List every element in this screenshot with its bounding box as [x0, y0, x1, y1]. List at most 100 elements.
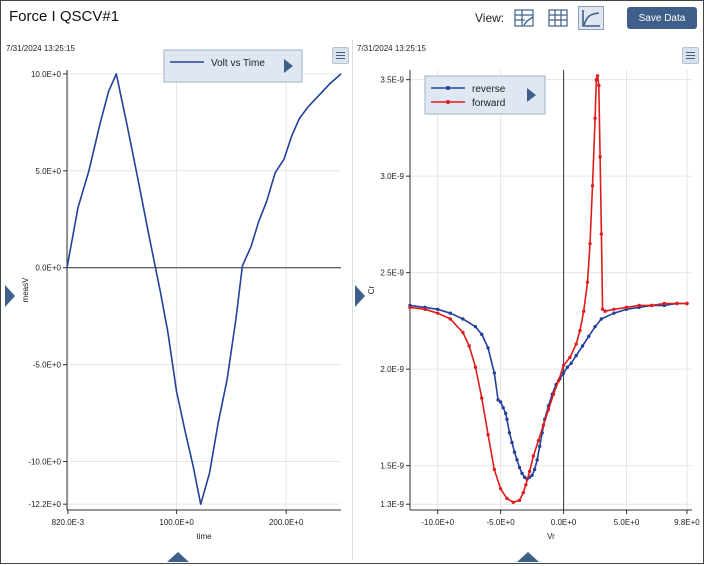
x-axis-label: time	[196, 532, 212, 541]
save-data-button[interactable]: Save Data	[627, 7, 697, 29]
x-tick-label: 820.0E-3	[52, 518, 85, 527]
legend-label: Volt vs Time	[211, 58, 265, 69]
right-chart-menu-button[interactable]	[682, 47, 699, 64]
x-tick-label: 200.0E+0	[269, 518, 304, 527]
data-point-forward	[492, 467, 497, 472]
data-point-forward	[662, 301, 667, 306]
view-label: View:	[475, 11, 505, 25]
data-point-forward	[612, 307, 616, 311]
chart-divider	[352, 40, 353, 560]
x-axis-label: Vr	[547, 532, 555, 541]
y-axis-label: measV	[21, 277, 30, 303]
data-point-forward	[505, 496, 509, 501]
legend-marker	[446, 100, 450, 104]
legend-box	[163, 49, 303, 83]
right-chart-expand-arrow[interactable]	[355, 285, 365, 307]
data-point-forward	[551, 392, 556, 396]
chart-icon	[582, 10, 600, 27]
table-view-button[interactable]	[545, 6, 571, 30]
y-tick-label: 1.3E-9	[380, 500, 404, 509]
data-point-reverse	[512, 450, 517, 454]
data-point-reverse	[448, 311, 452, 315]
data-point-reverse	[480, 332, 484, 337]
data-point-forward	[598, 155, 602, 159]
data-point-reverse	[532, 467, 537, 472]
y-tick-label: 2.5E-9	[380, 269, 404, 278]
chart-table-view-button[interactable]	[511, 6, 537, 30]
data-point-forward	[521, 490, 526, 495]
data-point-reverse	[501, 406, 505, 410]
data-point-forward	[595, 74, 600, 78]
data-point-reverse	[599, 317, 604, 321]
data-point-forward	[531, 454, 536, 458]
data-point-forward	[637, 303, 641, 308]
data-point-reverse	[587, 334, 591, 339]
chart-table-icon	[514, 9, 534, 27]
data-point-reverse	[503, 411, 508, 416]
x-tick-label: 9.8E+0	[674, 518, 700, 527]
data-point-forward	[578, 328, 582, 333]
data-point-reverse	[510, 440, 514, 445]
data-point-forward	[585, 280, 590, 284]
y-axis-label: Cr	[367, 285, 376, 294]
page-title: Force I QSCV#1	[9, 8, 120, 25]
data-point-reverse	[520, 471, 524, 476]
right-chart-timestamp: 7/31/2024 13:25:15	[357, 44, 426, 53]
chart-view-button[interactable]	[578, 6, 604, 30]
data-point-reverse	[593, 324, 597, 329]
legend-label: forward	[472, 98, 505, 109]
data-point-reverse	[492, 371, 497, 375]
data-point-forward	[527, 469, 532, 474]
data-point-forward	[536, 438, 541, 443]
data-point-forward	[561, 363, 566, 367]
legend-box	[424, 75, 546, 115]
data-point-reverse	[574, 353, 578, 358]
data-point-forward	[574, 342, 578, 346]
data-point-forward	[448, 317, 452, 321]
y-tick-label: 2.0E-9	[380, 365, 404, 374]
data-point-forward	[597, 83, 601, 88]
left-chart-expand-arrow[interactable]	[5, 285, 15, 307]
data-point-reverse	[473, 324, 478, 329]
data-point-reverse	[561, 371, 566, 375]
data-point-forward	[556, 379, 561, 383]
data-point-forward	[524, 483, 528, 487]
cr-vs-vr-chart: -10.0E+0 -5.0E+0 0.0E+0 5.0E+0 9.8E+0 3.5E-9 3…	[367, 70, 700, 541]
data-point-forward	[685, 301, 689, 306]
data-point-forward	[588, 241, 592, 246]
data-point-reverse	[565, 365, 570, 369]
data-point-reverse	[517, 465, 522, 470]
volt-vs-time-chart: 820.0E-3 100.0E+0 200.0E+0 10.0E+0 5.0E+0 0.0…	[21, 49, 342, 541]
left-chart-menu-button[interactable]	[332, 47, 349, 64]
data-point-reverse	[580, 344, 585, 348]
data-point-reverse	[505, 417, 509, 421]
data-point-forward	[541, 423, 546, 427]
data-point-forward	[486, 433, 490, 437]
y-tick-label: 10.0E+0	[31, 70, 62, 79]
data-point-forward	[480, 396, 484, 400]
data-point-reverse	[569, 361, 573, 366]
data-point-forward	[603, 309, 607, 313]
data-point-reverse	[515, 458, 519, 462]
data-point-forward	[546, 407, 551, 412]
legend-expand-arrow	[527, 88, 536, 102]
data-point-forward	[473, 365, 478, 369]
data-point-forward	[517, 498, 522, 503]
x-tick-label: -10.0E+0	[421, 518, 454, 527]
legend-label: reverse	[472, 84, 506, 95]
x-tick-label: 0.0E+0	[551, 518, 577, 527]
data-point-reverse	[461, 317, 465, 321]
left-chart-bottom-arrow[interactable]	[167, 552, 189, 562]
data-point-reverse	[537, 444, 542, 449]
data-point-forward	[461, 330, 465, 335]
y-tick-label: 1.5E-9	[380, 462, 404, 471]
data-point-forward	[511, 500, 515, 504]
right-chart-bottom-arrow[interactable]	[517, 552, 539, 562]
data-point-reverse	[507, 431, 512, 435]
data-point-reverse	[535, 458, 539, 462]
y-tick-label: -5.0E+0	[33, 361, 62, 370]
y-tick-label: -10.0E+0	[28, 458, 61, 467]
series-line-volt-vs-time	[66, 73, 342, 506]
data-point-reverse	[486, 346, 490, 350]
data-point-forward	[582, 309, 586, 313]
